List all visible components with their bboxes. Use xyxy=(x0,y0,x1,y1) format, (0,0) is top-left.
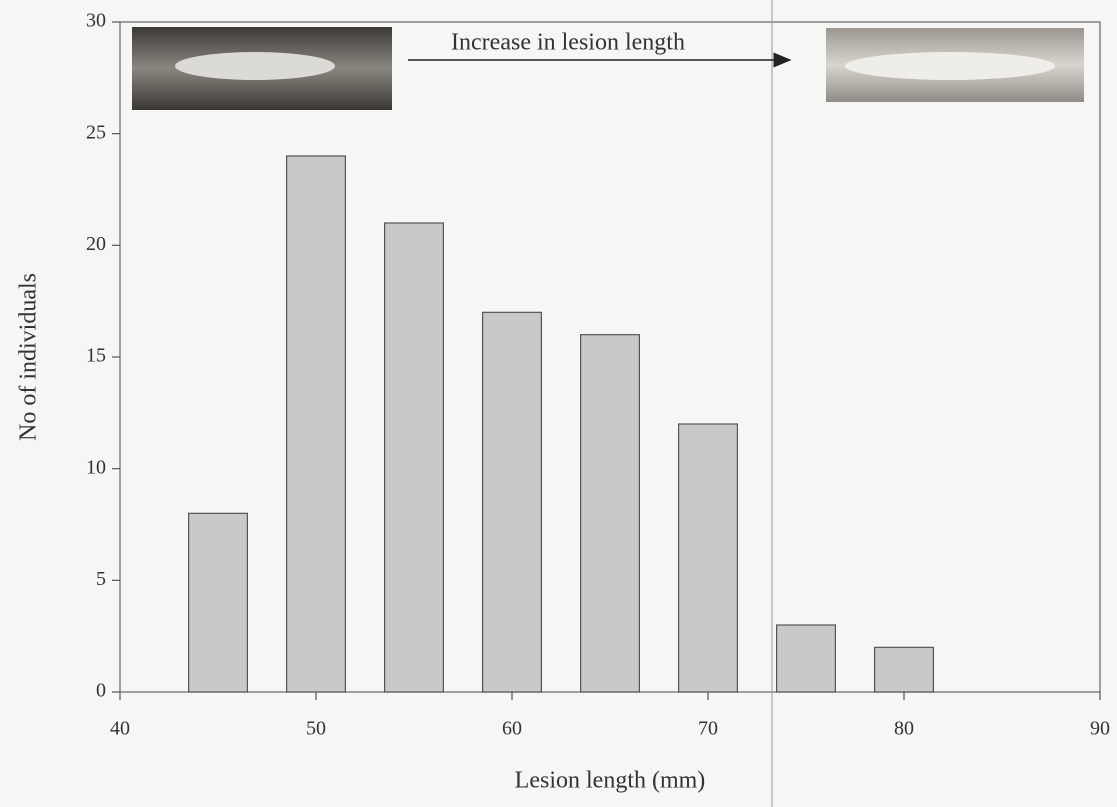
y-axis-title: No of individuals xyxy=(16,273,42,441)
y-tick-label: 25 xyxy=(86,121,106,143)
y-tick-label: 30 xyxy=(86,10,106,32)
x-axis-title: Lesion length (mm) xyxy=(515,768,706,794)
y-tick-label: 0 xyxy=(96,680,106,702)
y-tick-label: 20 xyxy=(86,233,106,255)
bar xyxy=(482,311,543,693)
photo-short-lesion xyxy=(132,27,392,110)
bar xyxy=(188,512,249,693)
annotation: Increase in lesion length xyxy=(451,30,685,56)
x-tick-label: 50 xyxy=(306,718,326,740)
x-tick-label: 60 xyxy=(502,718,522,740)
bar xyxy=(384,222,445,693)
bar xyxy=(775,624,836,693)
bar xyxy=(677,423,738,693)
y-tick-label: 10 xyxy=(86,456,106,478)
y-tick-label: 15 xyxy=(86,345,106,367)
photo-long-lesion xyxy=(826,28,1084,102)
bar xyxy=(873,646,934,693)
y-tick-label: 5 xyxy=(96,568,106,590)
x-tick-label: 70 xyxy=(698,718,718,740)
x-tick-label: 40 xyxy=(110,718,130,740)
bar xyxy=(286,155,347,693)
x-tick-label: 80 xyxy=(894,718,914,740)
x-tick-label: 90 xyxy=(1090,718,1110,740)
bar xyxy=(579,334,640,693)
